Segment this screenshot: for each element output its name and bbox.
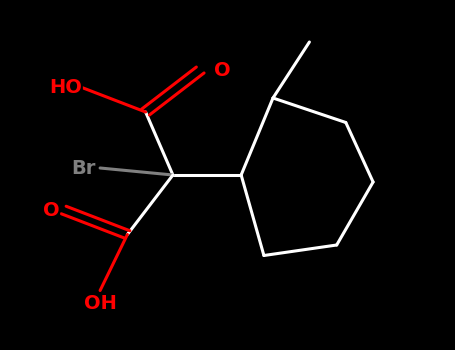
Text: HO: HO	[49, 78, 82, 97]
Text: O: O	[42, 201, 59, 219]
Text: Br: Br	[71, 159, 96, 177]
Text: OH: OH	[84, 294, 116, 313]
Text: O: O	[214, 61, 231, 79]
